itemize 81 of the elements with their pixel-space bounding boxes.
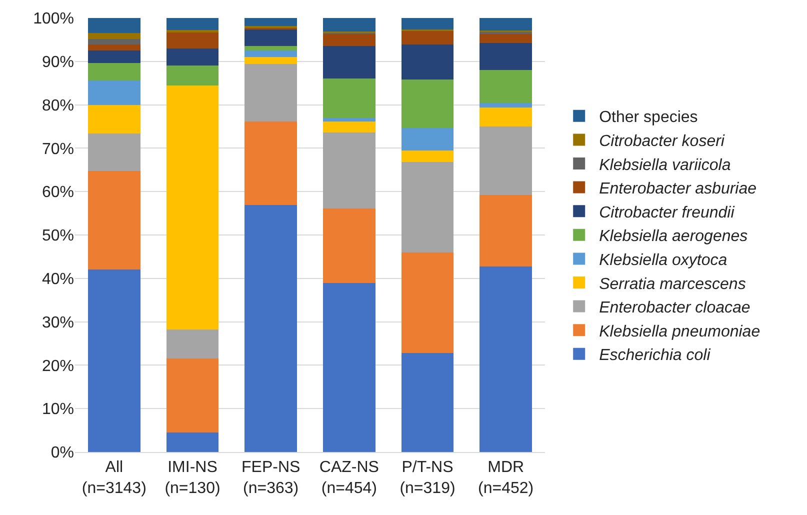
legend-label: Enterobacter cloacae bbox=[599, 300, 750, 317]
legend-label: Klebsiella pneumoniae bbox=[599, 323, 760, 340]
bar bbox=[322, 46, 376, 78]
legend-label: Klebsiella variicola bbox=[599, 156, 731, 174]
legend-label: Enterobacter asburiae bbox=[599, 180, 757, 198]
bar bbox=[401, 80, 454, 128]
bar bbox=[322, 78, 376, 118]
x-tick-label: MDR (n=452) bbox=[478, 459, 534, 497]
legend-label: Klebsiella oxytoca bbox=[599, 252, 728, 269]
bar bbox=[401, 162, 454, 252]
y-tick-label: 90% bbox=[42, 54, 74, 71]
legend-label: Escherichia coli bbox=[599, 347, 711, 364]
bar bbox=[401, 44, 454, 80]
bar bbox=[244, 50, 298, 58]
bar bbox=[480, 70, 532, 104]
bar bbox=[88, 270, 140, 452]
bar bbox=[322, 208, 376, 284]
legend-label: Citrobacter koseri bbox=[599, 132, 725, 150]
bar bbox=[166, 65, 219, 86]
bar bbox=[166, 358, 219, 432]
bar bbox=[480, 107, 532, 126]
y-tick-label: 20% bbox=[42, 358, 74, 375]
bar bbox=[322, 33, 376, 46]
y-tick-label: 0% bbox=[50, 444, 74, 462]
bar bbox=[88, 44, 140, 51]
y-tick-label: 80% bbox=[42, 97, 74, 114]
bar bbox=[480, 43, 532, 70]
bar bbox=[401, 18, 454, 30]
x-tick-label: All (n=3143) bbox=[82, 459, 146, 497]
y-tick-label: 30% bbox=[42, 314, 74, 332]
legend-label: Klebsiella aerogenes bbox=[599, 228, 748, 246]
bar bbox=[88, 171, 140, 270]
bar bbox=[88, 133, 140, 172]
bar bbox=[480, 18, 532, 31]
bar bbox=[401, 30, 454, 44]
bar bbox=[322, 122, 376, 133]
bar bbox=[322, 18, 376, 32]
bar bbox=[166, 48, 219, 66]
bar bbox=[480, 126, 532, 196]
x-tick-label: CAZ-NS (n=454) bbox=[319, 459, 379, 497]
legend-label: Serratia marcescens bbox=[599, 276, 746, 293]
y-tick-label: 50% bbox=[42, 228, 74, 245]
bar bbox=[244, 64, 298, 122]
bar bbox=[480, 266, 532, 452]
bar bbox=[322, 132, 376, 209]
bar bbox=[401, 150, 454, 162]
legend-label: Other species bbox=[599, 109, 698, 126]
bar bbox=[244, 30, 298, 46]
x-tick-label: IMI-NS (n=130) bbox=[164, 459, 220, 497]
bar bbox=[480, 103, 532, 108]
bar bbox=[401, 252, 454, 354]
bar bbox=[88, 63, 140, 80]
y-tick-label: 10% bbox=[42, 401, 74, 418]
bar bbox=[166, 86, 219, 330]
bar bbox=[166, 18, 219, 30]
bar bbox=[322, 283, 376, 452]
legend-label: Citrobacter freundii bbox=[599, 204, 735, 222]
bar bbox=[244, 46, 298, 51]
bar bbox=[88, 50, 140, 64]
y-tick-label: 60% bbox=[42, 184, 74, 202]
y-tick-label: 100% bbox=[33, 10, 74, 28]
y-tick-label: 70% bbox=[42, 140, 74, 158]
x-tick-label: P/T-NS (n=319) bbox=[400, 459, 456, 497]
bar bbox=[166, 432, 219, 452]
bar bbox=[88, 38, 140, 44]
bar bbox=[88, 33, 140, 39]
bar bbox=[401, 353, 454, 452]
bar bbox=[244, 18, 298, 26]
bar bbox=[166, 32, 219, 48]
bar bbox=[88, 18, 140, 34]
x-tick-label: FEP-NS (n=363) bbox=[241, 459, 300, 497]
bar bbox=[166, 330, 219, 359]
bar bbox=[244, 121, 298, 206]
bar bbox=[401, 128, 454, 150]
bar bbox=[480, 195, 532, 266]
bar bbox=[322, 118, 376, 122]
bar bbox=[88, 80, 140, 106]
bar bbox=[244, 57, 298, 64]
bar bbox=[244, 205, 298, 452]
bar bbox=[88, 105, 140, 134]
y-tick-label: 40% bbox=[42, 271, 74, 288]
